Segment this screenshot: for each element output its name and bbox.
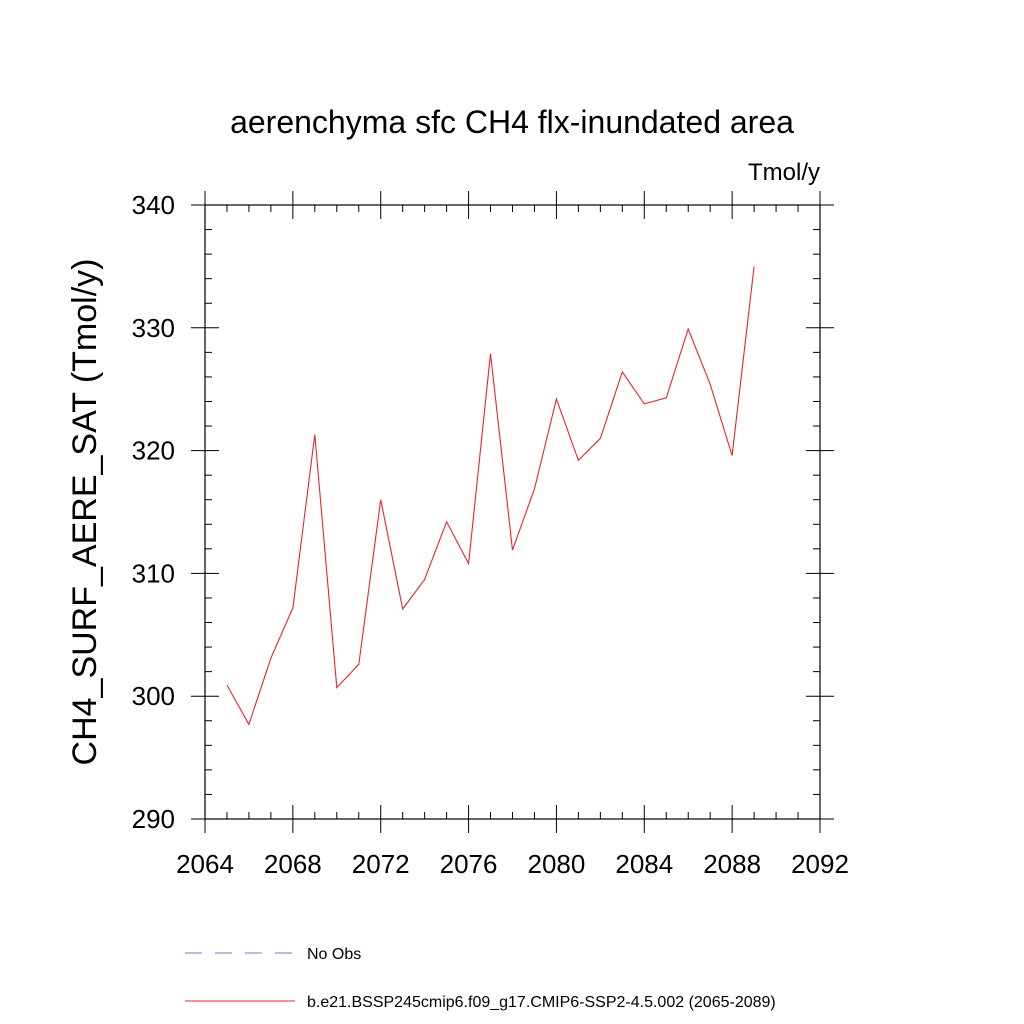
x-tick-label: 2092 bbox=[791, 849, 849, 879]
y-tick-label: 340 bbox=[132, 190, 175, 220]
x-tick-label: 2084 bbox=[615, 849, 673, 879]
y-tick-labels: 290 300 310 320 330 340 bbox=[132, 190, 175, 834]
legend: No Obs b.e21.BSSP245cmip6.f09_g17.CMIP6-… bbox=[185, 946, 776, 1011]
axis-ticks bbox=[191, 191, 834, 833]
legend-label-no-obs: No Obs bbox=[307, 946, 361, 963]
chart-title: aerenchyma sfc CH4 flx-inundated area bbox=[230, 104, 794, 140]
units-label: Tmol/y bbox=[748, 159, 820, 186]
series-line-0 bbox=[226, 266, 755, 726]
y-axis-label: CH4_SURF_AERE_SAT (Tmol/y) bbox=[66, 259, 104, 766]
x-tick-label: 2064 bbox=[176, 849, 234, 879]
y-tick-label: 320 bbox=[132, 436, 175, 466]
y-tick-label: 290 bbox=[132, 804, 175, 834]
x-tick-label: 2080 bbox=[528, 849, 586, 879]
y-tick-label: 310 bbox=[132, 558, 175, 588]
y-tick-label: 300 bbox=[132, 681, 175, 711]
y-tick-label: 330 bbox=[132, 313, 175, 343]
x-tick-label: 2076 bbox=[440, 849, 498, 879]
legend-label-ssp245: b.e21.BSSP245cmip6.f09_g17.CMIP6-SSP2-4.… bbox=[307, 994, 776, 1011]
x-tick-label: 2068 bbox=[264, 849, 322, 879]
x-tick-label: 2088 bbox=[703, 849, 761, 879]
x-tick-label: 2072 bbox=[352, 849, 410, 879]
plot-area bbox=[204, 204, 821, 820]
series-layer bbox=[226, 266, 755, 726]
x-tick-labels: 2064 2068 2072 2076 2080 2084 2088 2092 bbox=[176, 849, 849, 879]
